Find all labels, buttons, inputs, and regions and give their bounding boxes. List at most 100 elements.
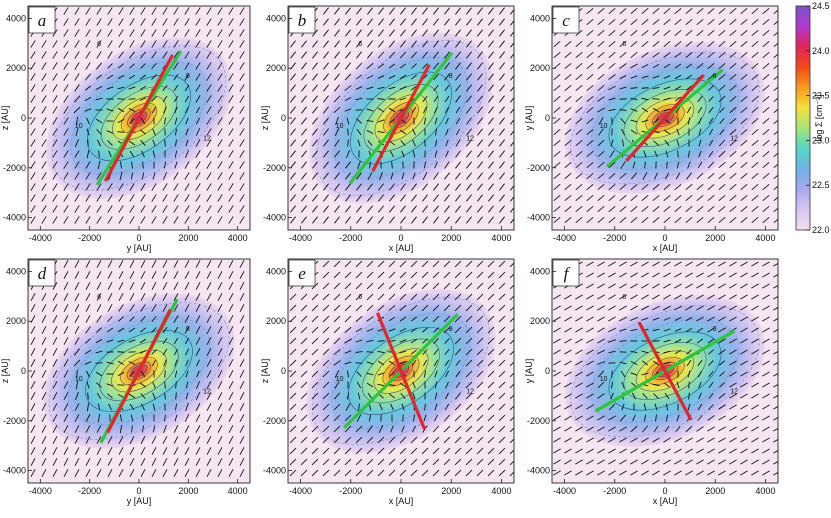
contour-label: 10 — [75, 376, 83, 383]
y-tick-label: 4000 — [6, 13, 26, 23]
vector-mark — [425, 140, 426, 147]
contour-label: 10 — [336, 123, 344, 130]
contour-label: 8 — [713, 73, 717, 80]
colorbar-tick-label: 24.0 — [812, 46, 830, 56]
x-tick-label: 2000 — [441, 233, 461, 243]
contour-label: 12 — [466, 135, 474, 142]
x-axis-label: x [AU] — [653, 496, 678, 506]
y-tick-label: 2000 — [6, 63, 26, 73]
y-tick-label: 2000 — [266, 63, 286, 73]
contour-label: 8 — [713, 326, 717, 333]
y-axis-label: y [AU] — [524, 359, 534, 384]
y-tick-label: -4000 — [263, 213, 286, 223]
contour-label: 10 — [600, 123, 608, 130]
y-tick-label: 4000 — [266, 13, 286, 23]
x-tick-label: -4000 — [29, 486, 52, 496]
x-tick-label: 2000 — [178, 486, 198, 496]
vector-mark — [653, 341, 660, 342]
panel-label: a — [38, 11, 47, 30]
x-tick-label: 0 — [662, 486, 667, 496]
panel-label: e — [298, 264, 306, 283]
vector-mark — [165, 140, 166, 147]
colorbar: 24.524.023.523.022.522.0 log Σ [cm⁻²] — [796, 1, 830, 235]
contour-label: 6 — [358, 294, 362, 301]
y-tick-label: -4000 — [3, 466, 26, 476]
y-tick-label: 2000 — [6, 316, 26, 326]
y-tick-label: -2000 — [527, 416, 550, 426]
x-tick-label: 2000 — [705, 486, 725, 496]
vector-mark — [678, 151, 679, 158]
x-tick-label: -2000 — [339, 233, 362, 243]
x-axis-label: y [AU] — [127, 496, 152, 506]
x-tick-label: 0 — [136, 486, 141, 496]
y-tick-label: 4000 — [266, 266, 286, 276]
contour-label: 12 — [466, 388, 474, 395]
y-tick-label: 2000 — [530, 63, 550, 73]
contour-label: 6 — [358, 41, 362, 48]
panel-label: b — [298, 11, 307, 30]
x-tick-label: 4000 — [491, 486, 511, 496]
y-tick-label: 4000 — [6, 266, 26, 276]
vector-mark — [367, 352, 374, 353]
y-tick-label: -4000 — [527, 213, 550, 223]
vector-mark — [667, 162, 668, 169]
y-axis-label: y [AU] — [524, 106, 534, 131]
contour-label: 8 — [186, 73, 190, 80]
contour-label: 8 — [449, 73, 453, 80]
vector-mark — [118, 132, 125, 133]
x-tick-label: -2000 — [78, 233, 101, 243]
contour-label: 12 — [730, 388, 738, 395]
x-tick-label: 4000 — [228, 233, 248, 243]
x-tick-label: 2000 — [441, 486, 461, 496]
y-axis-label: z [AU] — [0, 106, 10, 131]
x-tick-label: 0 — [398, 233, 403, 243]
contour-label: 6 — [622, 41, 626, 48]
y-tick-label: 0 — [281, 366, 286, 376]
contour-label: 6 — [622, 294, 626, 301]
x-tick-label: 4000 — [228, 486, 248, 496]
y-tick-label: 0 — [545, 113, 550, 123]
y-tick-label: 2000 — [530, 316, 550, 326]
y-tick-label: 2000 — [266, 316, 286, 326]
y-tick-label: -2000 — [3, 416, 26, 426]
y-tick-label: -4000 — [3, 213, 26, 223]
colorbar-tick-label: 22.0 — [812, 225, 830, 235]
x-tick-label: -2000 — [603, 233, 626, 243]
y-axis-label: z [AU] — [0, 359, 10, 384]
y-tick-label: 0 — [545, 366, 550, 376]
panel-label: d — [38, 264, 47, 283]
colorbar-tick-label: 22.5 — [812, 180, 830, 190]
y-tick-label: -2000 — [263, 416, 286, 426]
x-tick-label: -2000 — [78, 486, 101, 496]
y-tick-label: -4000 — [263, 466, 286, 476]
y-tick-label: -2000 — [527, 163, 550, 173]
x-tick-label: 4000 — [755, 486, 775, 496]
contour-label: 6 — [97, 294, 101, 301]
x-tick-label: -4000 — [553, 486, 576, 496]
contour-label: 10 — [336, 376, 344, 383]
y-tick-label: 4000 — [530, 13, 550, 23]
y-tick-label: 0 — [21, 113, 26, 123]
contour-label: 12 — [203, 135, 211, 142]
x-tick-label: -4000 — [289, 233, 312, 243]
vector-mark — [612, 118, 613, 125]
colorbar-bar — [796, 6, 810, 230]
contour-label: 12 — [730, 135, 738, 142]
x-tick-label: 4000 — [755, 233, 775, 243]
x-tick-label: -4000 — [29, 233, 52, 243]
contour-label: 8 — [449, 326, 453, 333]
x-tick-label: -2000 — [339, 486, 362, 496]
y-tick-label: 0 — [281, 113, 286, 123]
x-axis-label: x [AU] — [389, 243, 414, 253]
colorbar-tick-label: 24.5 — [812, 1, 830, 11]
contour-label: 10 — [600, 376, 608, 383]
x-axis-label: y [AU] — [127, 243, 152, 253]
x-tick-label: 2000 — [178, 233, 198, 243]
y-tick-label: -4000 — [527, 466, 550, 476]
panel-e: 6 8 10 12 e -4000 -2000 0 2000 4000 4000 2000 0 -2000… — [260, 255, 526, 506]
x-tick-label: 0 — [398, 486, 403, 496]
y-tick-label: -2000 — [3, 163, 26, 173]
